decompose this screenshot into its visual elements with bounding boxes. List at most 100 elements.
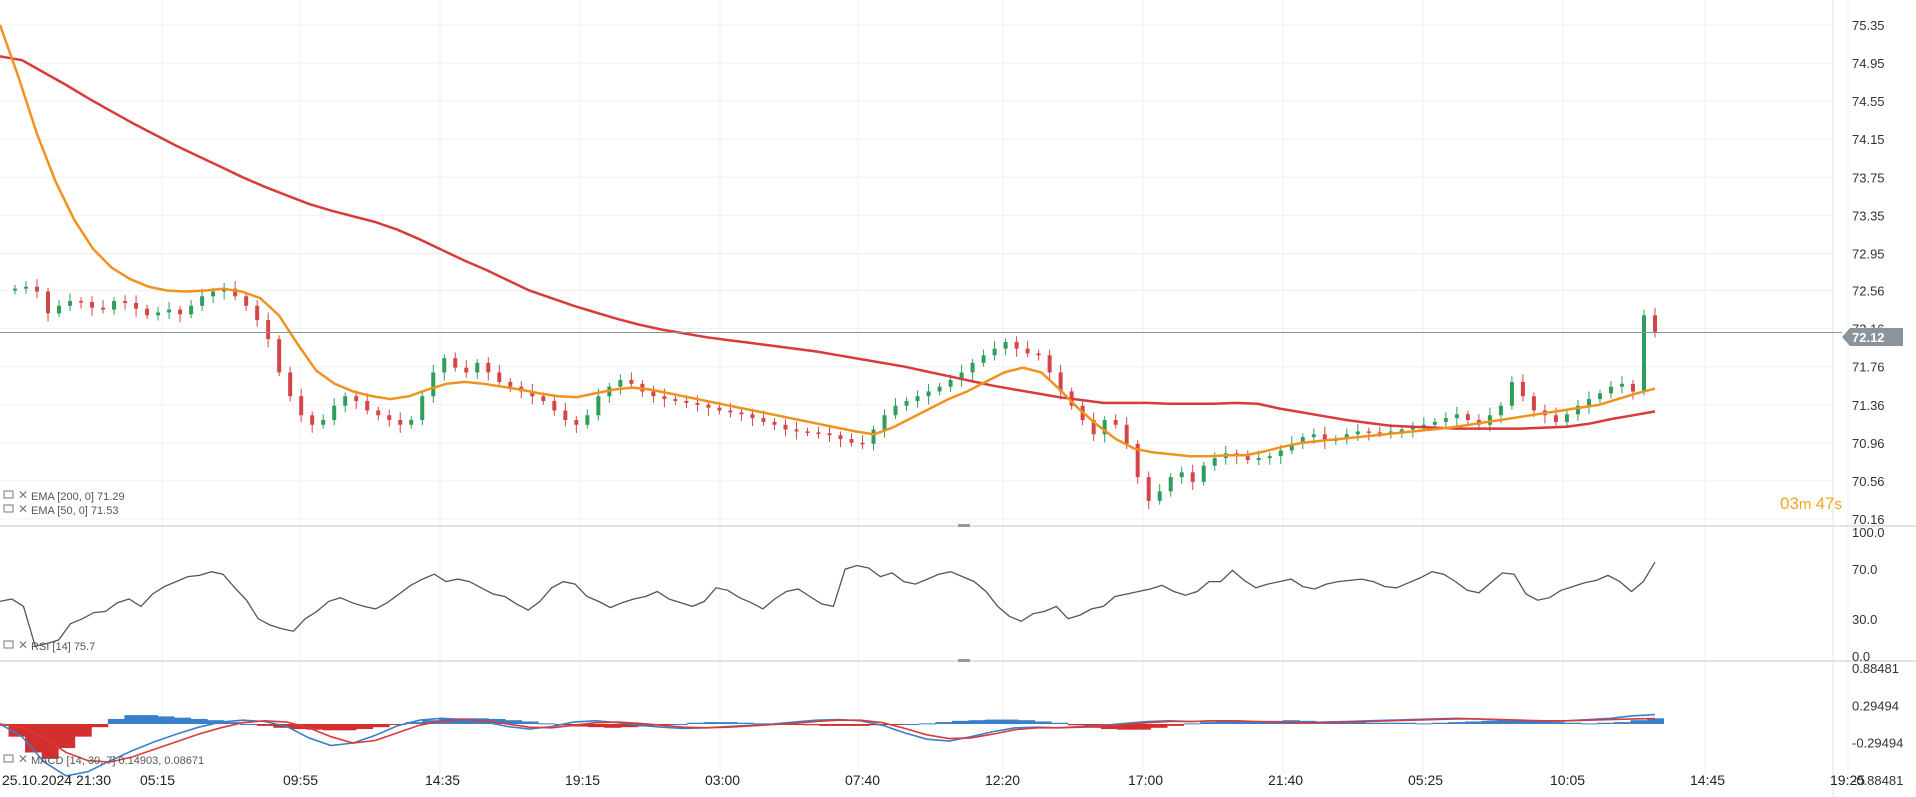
candle-body: [684, 400, 689, 403]
macd-histogram-bar: [1067, 724, 1085, 726]
candle-body: [156, 312, 161, 316]
macd-histogram-bar: [306, 724, 324, 730]
indicator-settings-icon[interactable]: [3, 640, 14, 649]
macd-tick-label: 0.29494: [1852, 698, 1899, 713]
macd-tick-label: -0.29494: [1852, 736, 1903, 751]
remove-indicator-icon[interactable]: ✕: [18, 502, 28, 516]
macd-histogram-bar: [1051, 722, 1069, 724]
candle-body: [1531, 396, 1536, 411]
macd-histogram-bar: [885, 724, 903, 725]
macd-histogram-bar: [1398, 722, 1416, 724]
candle-body: [761, 418, 766, 422]
candle-body: [497, 372, 502, 382]
macd-histogram-bar: [58, 724, 76, 749]
candle-body: [508, 381, 513, 387]
macd-histogram-bar: [323, 724, 340, 731]
macd-histogram-bar: [438, 718, 456, 724]
candle-body: [1454, 414, 1459, 419]
legend-rsi[interactable]: ✕ RSI [14] 75.7: [3, 638, 95, 653]
time-tick-label: 17:00: [1128, 772, 1163, 788]
candle-body: [1344, 434, 1349, 440]
price-tick-label: 73.75: [1852, 170, 1885, 185]
candle-body: [453, 358, 458, 368]
macd-histogram-bar: [538, 723, 556, 725]
candle-body: [596, 396, 601, 416]
remove-indicator-icon[interactable]: ✕: [18, 488, 28, 502]
macd-histogram-bar: [1233, 721, 1251, 724]
price-tick-label: 72.56: [1852, 284, 1885, 299]
candle-body: [1124, 424, 1129, 444]
macd-histogram-bar: [819, 724, 837, 726]
candle-body: [827, 433, 832, 436]
macd-histogram-bar: [405, 722, 423, 724]
rsi-panel[interactable]: [0, 561, 1656, 647]
candle-body: [805, 431, 810, 433]
price-tick-label: 70.96: [1852, 436, 1885, 451]
macd-tick-label: -0.88481: [1852, 773, 1903, 788]
macd-histogram-bar: [985, 719, 1002, 724]
macd-histogram-bar: [902, 724, 920, 725]
resize-handle-rsi-macd[interactable]: [958, 659, 970, 662]
indicator-settings-icon[interactable]: [3, 754, 14, 763]
candle-body: [255, 305, 260, 321]
price-panel[interactable]: [0, 24, 1842, 510]
candle-body: [1102, 420, 1107, 435]
macd-histogram-bar: [1531, 720, 1549, 724]
macd-histogram-bar: [1415, 723, 1433, 725]
candle-body: [46, 291, 51, 314]
legend-ema-50[interactable]: ✕ EMA [50, 0] 71.53: [3, 502, 118, 517]
countdown-seconds-unit: s: [1835, 496, 1843, 513]
candle-body: [1311, 434, 1316, 438]
resize-handle-price-rsi[interactable]: [958, 524, 970, 527]
candle-body: [662, 396, 667, 400]
candle-body: [893, 405, 898, 416]
candle-body: [244, 296, 249, 306]
candle-body: [1267, 456, 1272, 459]
candle-body: [200, 296, 205, 306]
macd-axis[interactable]: 0.88481 0.29494 -0.29494 -0.88481: [1852, 661, 1903, 788]
time-axis[interactable]: 25.10.2024 21:30 05:15 09:55 14:35 19:15 03:0…: [2, 772, 1865, 788]
candle-body: [1014, 341, 1019, 349]
candle-body: [1388, 431, 1393, 434]
macd-histogram-bar: [1630, 720, 1648, 724]
candle-body: [1575, 405, 1580, 415]
ema-50-line: [0, 24, 1656, 458]
rsi-axis[interactable]: 100.0 70.0 30.0 0.0: [1852, 525, 1885, 664]
legend-ema-200[interactable]: ✕ EMA [200, 0] 71.29: [3, 488, 125, 503]
remove-indicator-icon[interactable]: ✕: [18, 752, 28, 766]
candle-body: [1641, 315, 1646, 392]
macd-histogram-bar: [1431, 722, 1449, 724]
candle-body: [288, 372, 293, 397]
macd-histogram-bar: [289, 724, 307, 730]
macd-histogram-bar: [918, 723, 936, 725]
indicator-settings-icon[interactable]: [3, 490, 14, 499]
macd-histogram-bar: [1498, 720, 1516, 724]
macd-histogram-bar: [736, 722, 754, 724]
macd-histogram-bar: [1117, 724, 1135, 730]
countdown-minutes: 03: [1780, 494, 1799, 513]
macd-histogram-bar: [836, 724, 854, 726]
macd-histogram-bar: [124, 715, 142, 724]
candle-body: [1212, 458, 1217, 466]
candle-body: [420, 396, 425, 421]
indicator-settings-icon[interactable]: [3, 504, 14, 513]
candle-body: [1256, 458, 1261, 460]
candle-body: [1586, 399, 1591, 406]
candle-body: [970, 362, 975, 373]
remove-indicator-icon[interactable]: ✕: [18, 638, 28, 652]
legend-macd[interactable]: ✕ MACD [14, 30, 7] 0.14903, 0.08671: [3, 752, 204, 767]
macd-histogram-bar: [1464, 721, 1482, 724]
macd-histogram-bar: [935, 722, 953, 724]
macd-histogram-bar: [1481, 720, 1499, 724]
candle-body: [1564, 414, 1569, 422]
macd-histogram-bar: [587, 724, 605, 728]
candle-body: [1047, 355, 1052, 373]
price-tick-label: 71.76: [1852, 360, 1885, 375]
candle-body: [266, 320, 271, 340]
candle-body: [1003, 341, 1008, 349]
rsi-tick-label: 30.0: [1852, 612, 1877, 627]
macd-histogram-bar: [687, 722, 705, 724]
macd-panel[interactable]: [0, 713, 1664, 777]
candle-body: [101, 307, 106, 310]
